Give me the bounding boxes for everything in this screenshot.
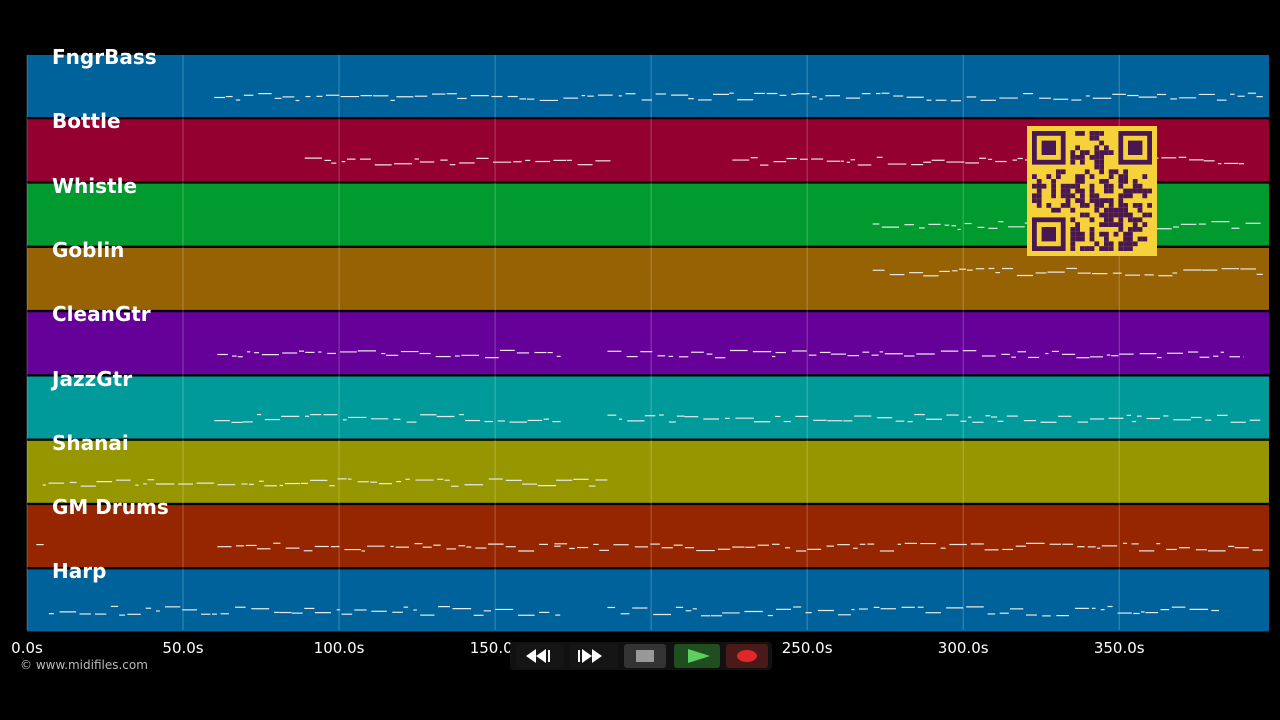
tick-label: 250.0s — [781, 639, 833, 657]
play-icon — [688, 649, 710, 663]
note-group — [48, 605, 1220, 617]
track-label: JazzGtr — [52, 366, 133, 391]
note-group — [36, 542, 1263, 552]
track-label: Shanai — [52, 430, 129, 455]
play-button[interactable] — [674, 644, 720, 668]
rewind-icon — [526, 649, 550, 663]
note-group — [872, 267, 1263, 277]
track-label: Whistle — [52, 173, 138, 198]
transport-controls — [510, 642, 772, 670]
note-group — [42, 478, 608, 487]
note-group — [214, 92, 1263, 102]
tick-label: 50.0s — [162, 639, 204, 657]
track-label: CleanGtr — [52, 302, 151, 327]
track-lane — [27, 505, 1269, 568]
track-lane — [27, 247, 1269, 310]
tick-label: 300.0s — [937, 639, 989, 657]
stop-button[interactable] — [624, 644, 666, 668]
fast-forward-icon — [578, 649, 602, 663]
stop-icon — [636, 650, 654, 662]
track-label: Goblin — [52, 237, 125, 262]
track-label: FngrBass — [52, 45, 157, 69]
track-lane — [27, 440, 1269, 503]
rewind-button[interactable] — [516, 644, 564, 668]
track-lane — [27, 376, 1269, 439]
note-group — [217, 349, 1245, 359]
track-label: GM Drums — [52, 495, 169, 520]
track-label: Bottle — [52, 109, 121, 134]
tick-label: 150.0s — [469, 639, 521, 657]
qr-code[interactable] — [1027, 126, 1157, 256]
note-group — [214, 413, 1261, 424]
record-button[interactable] — [726, 644, 768, 668]
track-lane — [27, 312, 1269, 375]
fast-forward-button[interactable] — [570, 644, 618, 668]
tick-label: 350.0s — [1093, 639, 1145, 657]
track-lane — [27, 55, 1269, 117]
tick-label: 100.0s — [313, 639, 365, 657]
copyright-text: © www.midifiles.com — [20, 658, 148, 672]
track-lane — [27, 569, 1269, 632]
record-icon — [737, 650, 757, 662]
track-label: Harp — [52, 559, 107, 584]
tick-label: 0.0s — [11, 639, 43, 657]
